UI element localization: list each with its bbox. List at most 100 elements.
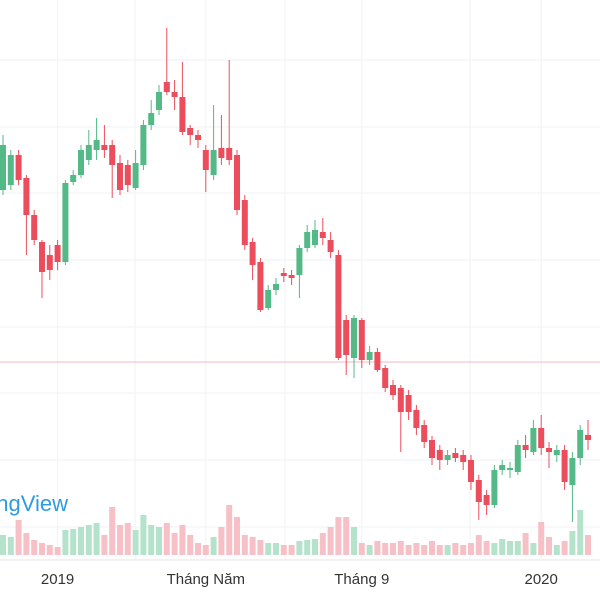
volume-bar bbox=[530, 543, 537, 555]
candle-body bbox=[304, 232, 311, 248]
candle-body bbox=[374, 352, 381, 370]
volume-bar bbox=[124, 523, 131, 555]
candle-body bbox=[210, 150, 217, 175]
candle-body bbox=[257, 262, 264, 310]
volume-bar bbox=[390, 543, 396, 555]
volume-bar bbox=[312, 539, 318, 555]
candle-body bbox=[491, 470, 498, 505]
candle-body bbox=[530, 428, 537, 452]
volume-bar bbox=[273, 543, 279, 555]
volume-bar bbox=[62, 530, 69, 555]
volume-bar bbox=[577, 510, 584, 555]
volume-bar bbox=[561, 541, 568, 555]
volume-bar bbox=[366, 545, 373, 555]
candle-body bbox=[507, 468, 513, 470]
candle-body bbox=[421, 425, 428, 442]
candle-body bbox=[538, 428, 545, 448]
volume-bar bbox=[39, 543, 45, 555]
candle-body bbox=[577, 430, 584, 458]
volume-bar bbox=[351, 527, 357, 555]
volume-bar bbox=[546, 537, 552, 555]
candle-body bbox=[39, 242, 45, 272]
volume-bar bbox=[93, 523, 100, 555]
x-tick-label: Tháng Năm bbox=[167, 571, 245, 588]
candle-body bbox=[148, 113, 155, 125]
volume-bar bbox=[585, 535, 591, 555]
volume-bar bbox=[436, 545, 443, 555]
candle-body bbox=[273, 284, 279, 290]
candle-body bbox=[117, 163, 123, 190]
volume-bar bbox=[499, 539, 506, 555]
volume-bar bbox=[358, 543, 365, 555]
candle-body bbox=[265, 290, 272, 308]
volume-bar bbox=[226, 505, 233, 555]
candle-body bbox=[62, 183, 69, 262]
candle-body bbox=[163, 82, 170, 92]
volume-bar bbox=[195, 543, 201, 555]
volume-bar bbox=[421, 545, 428, 555]
volume-bar bbox=[374, 541, 381, 555]
volume-bar bbox=[405, 545, 412, 555]
candle-body bbox=[15, 155, 22, 180]
candle-body bbox=[202, 150, 209, 170]
volume-bar bbox=[452, 543, 459, 555]
candle-body bbox=[436, 450, 443, 460]
candle-body bbox=[390, 385, 396, 395]
candle-body bbox=[343, 320, 350, 355]
candle-body bbox=[327, 240, 334, 252]
volume-bar bbox=[475, 535, 482, 555]
volume-bar bbox=[304, 540, 311, 555]
volume-bar bbox=[163, 523, 170, 555]
volume-bar bbox=[156, 527, 162, 555]
candle-body bbox=[7, 155, 14, 185]
x-tick-label: 2019 bbox=[41, 571, 74, 588]
volume-bar bbox=[117, 525, 123, 555]
volume-bar bbox=[327, 527, 334, 555]
candle-body bbox=[444, 455, 451, 460]
volume-bar bbox=[507, 541, 513, 555]
volume-bar bbox=[101, 535, 108, 555]
volume-bar bbox=[265, 543, 272, 555]
volume-bar bbox=[319, 533, 326, 555]
x-tick-label: 2020 bbox=[525, 571, 558, 588]
candle-body bbox=[296, 248, 303, 275]
volume-bar bbox=[7, 537, 14, 555]
candle-body bbox=[124, 165, 131, 185]
volume-bar bbox=[249, 537, 256, 555]
volume-bar bbox=[413, 543, 420, 555]
candle-body bbox=[335, 255, 342, 358]
volume-bar bbox=[491, 543, 498, 555]
candle-body bbox=[101, 145, 108, 150]
candle-body bbox=[569, 458, 576, 485]
volume-bar bbox=[234, 517, 240, 555]
candle-body bbox=[234, 155, 240, 210]
candle-body bbox=[553, 450, 560, 455]
volume-bar bbox=[31, 540, 38, 555]
volume-bar bbox=[140, 515, 147, 555]
volume-bar bbox=[335, 517, 342, 555]
volume-bar bbox=[382, 543, 389, 555]
candle-body bbox=[156, 92, 162, 110]
candle-body bbox=[522, 445, 529, 450]
candle-body bbox=[288, 275, 295, 278]
volume-bar bbox=[171, 533, 178, 555]
volume-bar bbox=[202, 545, 209, 555]
candle-body bbox=[405, 395, 412, 412]
volume-bar bbox=[109, 507, 116, 555]
candle-body bbox=[78, 150, 84, 175]
volume-bar bbox=[429, 541, 435, 555]
volume-bar bbox=[148, 525, 155, 555]
candle-body bbox=[218, 148, 225, 158]
candle-body bbox=[23, 178, 30, 215]
candle-body bbox=[171, 92, 178, 97]
volume-bar bbox=[241, 535, 248, 555]
volume-bar bbox=[569, 531, 576, 555]
candle-body bbox=[499, 465, 506, 470]
candle-body bbox=[429, 440, 435, 458]
volume-bar bbox=[0, 535, 6, 555]
volume-bar bbox=[132, 530, 139, 555]
candle-body bbox=[70, 175, 77, 182]
candle-body bbox=[0, 145, 6, 190]
volume-bar bbox=[288, 545, 295, 555]
